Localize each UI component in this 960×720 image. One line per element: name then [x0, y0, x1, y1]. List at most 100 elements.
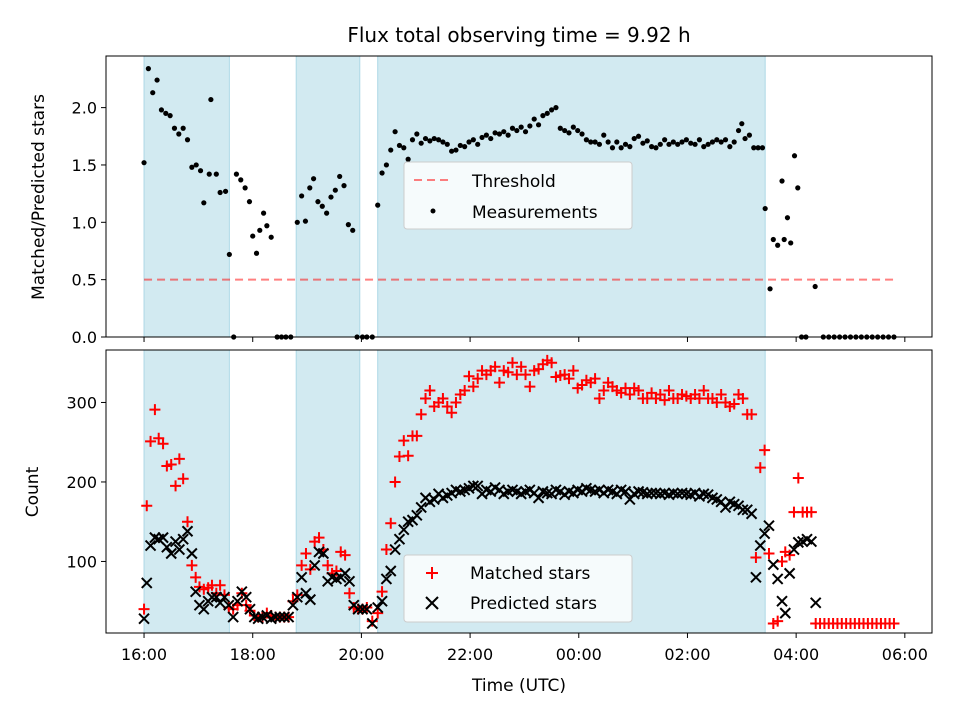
x-axis-label: Time (UTC)	[471, 676, 566, 696]
measurement-point	[562, 127, 568, 134]
predicted-star-point	[287, 599, 299, 611]
measurement-point	[505, 132, 511, 138]
predicted-star-point	[361, 603, 373, 615]
measurement-point	[779, 178, 785, 184]
matched-star-point	[467, 381, 479, 393]
measurement-point	[264, 223, 270, 229]
predicted-star-point	[767, 558, 780, 571]
matched-star-point	[141, 500, 153, 512]
measurement-point	[350, 227, 356, 233]
measurement-point	[688, 140, 694, 146]
predicted-star-point	[792, 536, 805, 549]
bottom-y-axis: 100 200 300	[66, 393, 106, 571]
predicted-star-point	[317, 547, 330, 560]
top-legend-box	[403, 161, 633, 230]
matched-star-point	[459, 385, 471, 397]
predicted-star-point	[240, 591, 252, 603]
measurement-point	[396, 142, 403, 149]
measurement-point	[692, 141, 698, 147]
measurement-point	[557, 125, 563, 131]
measurement-point	[345, 222, 351, 228]
predicted-star-point	[138, 612, 150, 625]
measurement-point	[605, 139, 611, 145]
measurement-point	[751, 145, 757, 151]
matched-star-point	[153, 432, 165, 444]
matched-star-point	[300, 548, 312, 560]
measurement-point	[762, 205, 768, 212]
matched-legend-swatch	[426, 567, 438, 579]
measurement-point	[405, 156, 411, 162]
predicted-star-point	[411, 509, 423, 522]
measurement-point	[775, 242, 781, 248]
measurement-legend-swatch	[430, 208, 436, 214]
measurement-point	[718, 139, 724, 145]
predicted-star-point	[227, 611, 239, 623]
x-tick-label: 00:00	[556, 645, 602, 664]
observing-window	[295, 55, 361, 338]
predicted-star-points	[138, 480, 822, 630]
matched-star-point	[663, 385, 675, 397]
matched-star-point	[380, 544, 392, 556]
measurement-point	[770, 236, 776, 243]
y-tick-label: 1.0	[72, 213, 97, 232]
measurement-point	[746, 132, 753, 138]
measurement-point	[609, 145, 616, 151]
measurement-point	[627, 144, 633, 150]
measurement-point	[653, 145, 659, 151]
measurement-point	[427, 138, 433, 144]
predicted-star-point	[144, 539, 157, 552]
matched-star-point	[330, 565, 342, 577]
predicted-star-point	[745, 508, 758, 520]
measurement-point	[409, 137, 416, 143]
x-tick-label: 16:00	[121, 645, 167, 664]
measurement-point	[601, 132, 607, 138]
measurement-point	[622, 141, 629, 147]
matched-star-point	[888, 617, 900, 629]
matched-star-point	[772, 615, 784, 627]
predicted-star-point	[750, 571, 762, 584]
matched-star-point	[754, 462, 766, 474]
predicted-star-point	[198, 603, 210, 615]
matched-star-point	[446, 407, 458, 419]
predicted-star-point	[671, 488, 684, 500]
measurement-point	[475, 141, 481, 147]
x-tick-label: 04:00	[773, 645, 819, 664]
predicted-star-point	[223, 599, 235, 611]
matched-star-point	[563, 373, 575, 385]
matched-star-point	[805, 506, 817, 518]
measurement-point	[145, 66, 151, 72]
predicted-star-point	[173, 543, 186, 556]
matched-star-point	[763, 548, 775, 560]
matched-star-point	[567, 365, 579, 377]
measurement-point	[635, 133, 642, 139]
measurement-point	[206, 171, 212, 177]
matched-star-point	[659, 394, 671, 406]
measurement-point	[575, 127, 581, 134]
predicted-star-point	[161, 541, 173, 553]
x-tick-label: 22:00	[447, 645, 493, 664]
measurement-point	[431, 135, 437, 142]
measurement-point	[208, 96, 214, 103]
predicted-star-point	[282, 611, 295, 623]
measurement-point	[631, 135, 637, 142]
predicted-star-point	[698, 488, 710, 500]
measurement-point	[470, 137, 476, 143]
measurement-point	[414, 131, 420, 137]
measurement-point	[657, 141, 663, 147]
measurement-point	[328, 194, 334, 200]
predicted-star-point	[244, 603, 256, 615]
measurement-point	[180, 125, 186, 131]
predicted-star-point	[763, 519, 775, 532]
bottom-y-axis-label: Count	[23, 466, 43, 517]
measurement-point	[163, 110, 169, 116]
measurement-point	[535, 122, 542, 128]
matched-star-point	[411, 430, 423, 442]
measurement-point	[466, 139, 472, 145]
measurement-point	[483, 132, 489, 138]
measurement-point	[233, 171, 240, 177]
matched-star-point	[502, 366, 514, 378]
measurement-point	[666, 141, 672, 147]
measurement-point	[739, 121, 745, 127]
matched-star-point	[792, 472, 804, 484]
